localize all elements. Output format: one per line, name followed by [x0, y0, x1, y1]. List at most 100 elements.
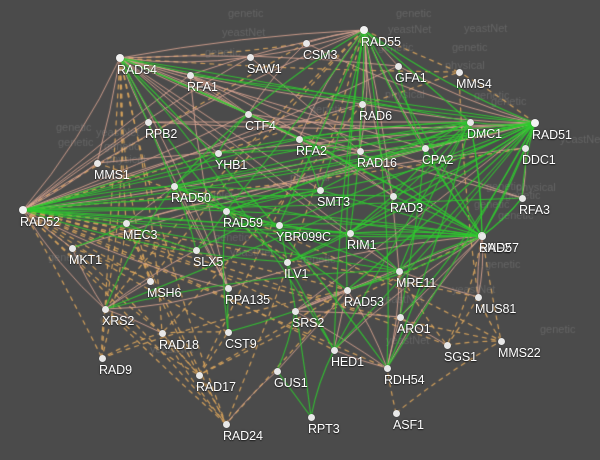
- graph-node-gfa1[interactable]: [394, 62, 402, 70]
- graph-node-srs2[interactable]: [291, 307, 299, 315]
- graph-node-label-rdh54: RDH54: [384, 373, 425, 387]
- graph-node-label-rad16: RAD16: [357, 156, 397, 170]
- graph-node-cpa2[interactable]: [421, 144, 429, 152]
- graph-node-label-rad18: RAD18: [159, 338, 199, 352]
- graph-node-slx5[interactable]: [192, 246, 200, 254]
- graph-node-label-rad54: RAD54: [117, 63, 157, 77]
- graph-node-label-rpt3: RPT3: [308, 422, 340, 436]
- graph-node-label-rad51: RAD51: [532, 128, 572, 142]
- graph-node-label-rad57: RAD57: [479, 241, 519, 255]
- graph-node-label-snf2: SNF2: [479, 241, 511, 255]
- graph-node-label-rad9: RAD9: [99, 363, 132, 377]
- graph-node-aro1[interactable]: [396, 313, 404, 321]
- graph-node-rad57[interactable]: [478, 232, 486, 240]
- graph-node-label-mms4: MMS4: [456, 77, 492, 91]
- graph-node-ybr099c[interactable]: [275, 221, 283, 229]
- graph-node-label-rad6: RAD6: [359, 109, 392, 123]
- graph-node-rad50[interactable]: [170, 182, 178, 190]
- graph-node-csm3[interactable]: [302, 39, 310, 47]
- graph-node-label-xrs2: XRS2: [102, 314, 135, 328]
- graph-node-label-mkt1: MKT1: [69, 253, 102, 267]
- graph-node-label-csm3: CSM3: [303, 48, 338, 62]
- graph-node-label-rfa2: RFA2: [296, 144, 327, 158]
- graph-node-rad17[interactable]: [195, 371, 203, 379]
- graph-node-mec3[interactable]: [122, 219, 130, 227]
- graph-node-rpt3[interactable]: [307, 413, 315, 421]
- graph-node-yhb1[interactable]: [214, 149, 222, 157]
- graph-node-label-rad52: RAD52: [20, 215, 60, 229]
- graph-node-label-cst9: CST9: [225, 337, 257, 351]
- graph-node-label-saw1: SAW1: [247, 62, 282, 76]
- graph-node-rad9[interactable]: [98, 354, 106, 362]
- graph-node-rad52[interactable]: [19, 206, 27, 214]
- graph-node-label-srs2: SRS2: [292, 316, 325, 330]
- graph-node-rad6[interactable]: [358, 100, 366, 108]
- graph-node-label-gfa1: GFA1: [395, 71, 427, 85]
- graph-node-xrs2[interactable]: [101, 305, 109, 313]
- graph-node-label-rad50: RAD50: [171, 191, 211, 205]
- graph-node-label-rad53: RAD53: [344, 295, 384, 309]
- graph-node-label-mus81: MUS81: [475, 302, 517, 316]
- graph-node-rpb2[interactable]: [144, 118, 152, 126]
- graph-node-label-rfa1: RFA1: [187, 80, 218, 94]
- graph-node-label-mec3: MEC3: [123, 228, 158, 242]
- graph-node-rad53[interactable]: [343, 286, 351, 294]
- graph-node-rfa1[interactable]: [186, 71, 194, 79]
- graph-node-label-ddc1: DDC1: [522, 153, 556, 167]
- graph-node-rfa3[interactable]: [518, 194, 526, 202]
- graph-node-rim1[interactable]: [346, 229, 354, 237]
- graph-node-rad3[interactable]: [389, 192, 397, 200]
- graph-node-mms4[interactable]: [455, 68, 463, 76]
- graph-node-label-sgs1: SGS1: [444, 350, 477, 364]
- graph-node-label-rim1: RIM1: [347, 238, 377, 252]
- graph-node-label-rpa135: RPA135: [225, 293, 271, 307]
- graph-node-dmc1[interactable]: [466, 118, 474, 126]
- graph-node-asf1[interactable]: [392, 409, 400, 417]
- graph-node-label-ybr099c: YBR099C: [276, 230, 331, 244]
- graph-node-label-rad59: RAD59: [223, 216, 263, 230]
- graph-node-sgs1[interactable]: [443, 341, 451, 349]
- graph-node-label-slx5: SLX5: [193, 255, 224, 269]
- graph-node-rfa2[interactable]: [295, 135, 303, 143]
- graph-node-label-rfa3: RFA3: [519, 203, 550, 217]
- graph-node-rad51[interactable]: [531, 119, 539, 127]
- graph-node-mkt1[interactable]: [68, 244, 76, 252]
- graph-node-mre11[interactable]: [395, 267, 403, 275]
- graph-node-label-smt3: SMT3: [317, 195, 350, 209]
- graph-node-rad59[interactable]: [222, 207, 230, 215]
- graph-node-ilv1[interactable]: [283, 258, 291, 266]
- graph-node-hed1[interactable]: [330, 346, 338, 354]
- graph-node-mms22[interactable]: [497, 337, 505, 345]
- graph-node-cst9[interactable]: [224, 328, 232, 336]
- graph-node-label-gus1: GUS1: [274, 376, 308, 390]
- graph-node-label-rad3: RAD3: [390, 201, 423, 215]
- graph-node-rad55[interactable]: [360, 26, 368, 34]
- graph-node-rad16[interactable]: [356, 147, 364, 155]
- graph-node-label-aro1: ARO1: [397, 322, 431, 336]
- graph-node-label-msh6: MSH6: [147, 286, 182, 300]
- graph-node-rad18[interactable]: [158, 329, 166, 337]
- graph-node-rpa135[interactable]: [224, 284, 232, 292]
- graph-node-mus81[interactable]: [474, 293, 482, 301]
- graph-node-label-cpa2: CPA2: [422, 153, 454, 167]
- graph-node-label-ilv1: ILV1: [284, 267, 309, 281]
- graph-node-msh6[interactable]: [146, 277, 154, 285]
- graph-node-label-mre11: MRE11: [396, 276, 437, 290]
- graph-node-label-rad17: RAD17: [196, 380, 236, 394]
- graph-node-rdh54[interactable]: [383, 364, 391, 372]
- graph-node-mms1[interactable]: [93, 159, 101, 167]
- graph-node-ctf4[interactable]: [244, 110, 252, 118]
- graph-node-label-dmc1: DMC1: [467, 127, 503, 141]
- graph-node-ddc1[interactable]: [521, 144, 529, 152]
- graph-node-saw1[interactable]: [246, 53, 254, 61]
- graph-node-label-mms1: MMS1: [94, 168, 130, 182]
- graph-node-gus1[interactable]: [273, 367, 281, 375]
- graph-node-label-yhb1: YHB1: [215, 158, 248, 172]
- graph-node-rad54[interactable]: [116, 54, 124, 62]
- graph-node-label-asf1: ASF1: [393, 418, 424, 432]
- graph-node-rad24[interactable]: [222, 420, 230, 428]
- graph-node-smt3[interactable]: [316, 186, 324, 194]
